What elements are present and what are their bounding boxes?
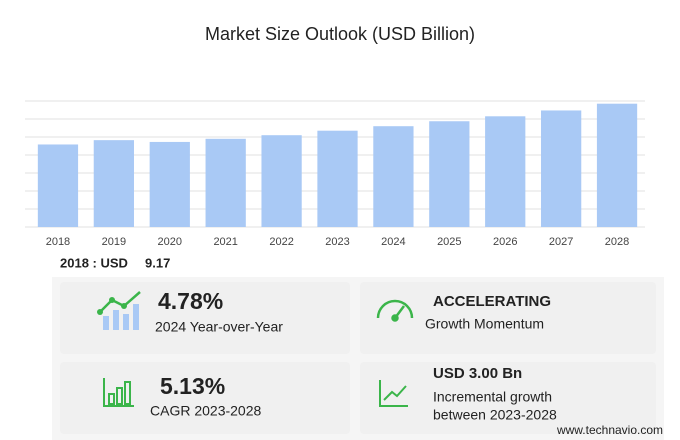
- yoy-icon: [97, 291, 141, 330]
- momentum-value: ACCELERATING: [433, 293, 551, 310]
- bar: [317, 130, 358, 227]
- bar: [261, 135, 302, 227]
- yoy-value: 4.78%: [158, 288, 223, 314]
- bar: [429, 121, 470, 227]
- cagr-label: CAGR 2023-2028: [150, 403, 262, 419]
- x-tick-label: 2020: [158, 236, 182, 248]
- plot-area: 2018 2019 2020 2021 2022 2023 2024 2025 2026 2027…: [25, 100, 645, 248]
- x-tick-label: 2026: [493, 236, 517, 248]
- bar: [596, 103, 638, 227]
- x-tick-label: 2025: [437, 236, 461, 248]
- cagr-value: 5.13%: [160, 373, 225, 399]
- highlight-label: 2018 : USD: [60, 255, 128, 270]
- stat-card: [360, 282, 656, 354]
- x-tick-label: 2019: [102, 236, 126, 248]
- footer: www.technavio.com: [556, 423, 663, 437]
- incremental-icon: [379, 380, 408, 407]
- bar: [373, 126, 414, 227]
- stat-card: [360, 362, 656, 434]
- bar: [37, 144, 79, 227]
- x-tick-label: 2018: [46, 236, 70, 248]
- bar: [149, 141, 190, 227]
- bar: [93, 140, 134, 227]
- chart-title: Market Size Outlook (USD Billion): [205, 24, 475, 44]
- incremental-label: between 2023-2028: [433, 407, 557, 423]
- x-tick-label: 2028: [605, 236, 629, 248]
- x-tick-label: 2027: [549, 236, 573, 248]
- incremental-value: USD 3.00 Bn: [433, 365, 522, 382]
- x-tick-label: 2022: [269, 236, 293, 248]
- cagr-icon: [103, 378, 134, 407]
- x-tick-label: 2024: [381, 236, 405, 248]
- bar: [485, 116, 526, 227]
- x-tick-label: 2023: [325, 236, 349, 248]
- momentum-label: Growth Momentum: [425, 316, 544, 332]
- highlight-value: 9.17: [145, 255, 170, 270]
- x-tick-label: 2021: [213, 236, 237, 248]
- incremental-label: Incremental growth: [433, 389, 552, 405]
- bar: [541, 110, 582, 227]
- momentum-icon: [376, 299, 414, 322]
- yoy-label: 2024 Year-over-Year: [155, 319, 283, 335]
- stat-card: [60, 362, 350, 434]
- bar: [205, 138, 246, 227]
